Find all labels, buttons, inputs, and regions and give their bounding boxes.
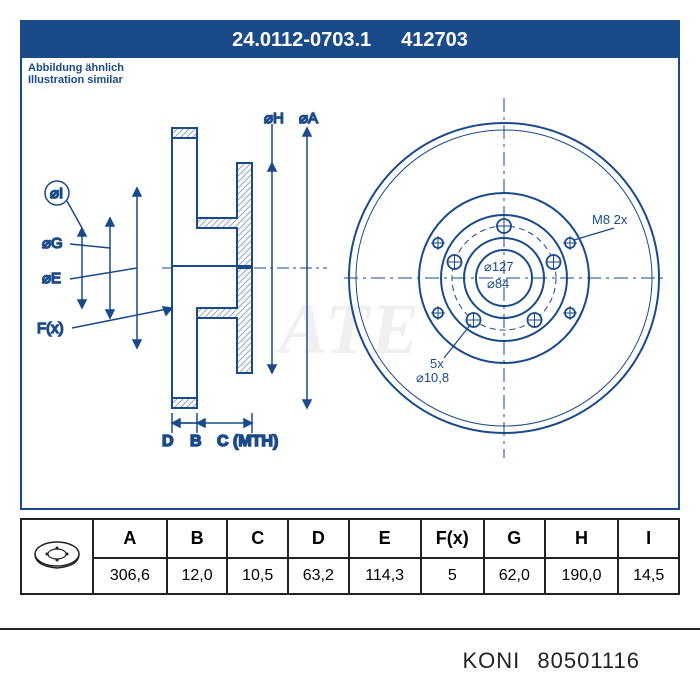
footer-brand: KONI <box>462 648 520 673</box>
face-bolt-dia: ⌀10,8 <box>416 370 449 385</box>
dim-diaI: ⌀I <box>50 185 63 202</box>
disc-face-view: ⌀127 ⌀84 M8 2x 5x ⌀10,8 <box>334 68 674 488</box>
col-Fx: F(x) <box>421 519 484 558</box>
disc-icon <box>29 526 85 582</box>
col-I: I <box>618 519 679 558</box>
diagram-frame: 24.0112-0703.1 412703 Abbildung ähnlich … <box>20 20 680 510</box>
face-dia84: ⌀84 <box>487 276 509 291</box>
spec-icon-cell <box>21 519 93 594</box>
dim-diaE: ⌀E <box>42 270 61 287</box>
face-m8: M8 2x <box>592 212 628 227</box>
val-B: 12,0 <box>167 558 228 594</box>
part-number-1: 24.0112-0703.1 <box>232 29 371 52</box>
val-A: 306,6 <box>93 558 167 594</box>
dim-diaH: ⌀H <box>264 110 284 127</box>
footer-code: 80501116 <box>537 648 640 673</box>
footer-text: KONI 80501116 <box>462 648 640 674</box>
header-bar: 24.0112-0703.1 412703 <box>22 22 678 58</box>
col-C: C <box>227 519 288 558</box>
dim-diaA: ⌀A <box>299 110 318 127</box>
dim-C: C (MTH) <box>217 433 278 450</box>
col-G: G <box>484 519 545 558</box>
col-A: A <box>93 519 167 558</box>
val-E: 114,3 <box>349 558 421 594</box>
col-D: D <box>288 519 349 558</box>
face-5x: 5x <box>430 356 444 371</box>
spec-value-row: 306,6 12,0 10,5 63,2 114,3 5 62,0 190,0 … <box>21 558 679 594</box>
dim-diaG: ⌀G <box>42 235 63 252</box>
val-G: 62,0 <box>484 558 545 594</box>
val-D: 63,2 <box>288 558 349 594</box>
dim-D: D <box>162 433 174 450</box>
footer-divider <box>0 628 700 630</box>
dim-Fx: F(x) <box>37 320 64 337</box>
col-E: E <box>349 519 421 558</box>
drawing-area: ATE <box>22 58 678 508</box>
part-number-2: 412703 <box>401 29 468 52</box>
col-H: H <box>545 519 619 558</box>
spec-header-row: A B C D E F(x) G H I <box>21 519 679 558</box>
spec-table: A B C D E F(x) G H I 306,6 12,0 10,5 63,… <box>20 518 680 595</box>
cross-section-view: D B C (MTH) ⌀I <box>22 68 332 488</box>
col-B: B <box>167 519 228 558</box>
val-Fx: 5 <box>421 558 484 594</box>
face-dia127: ⌀127 <box>484 259 514 274</box>
val-H: 190,0 <box>545 558 619 594</box>
val-I: 14,5 <box>618 558 679 594</box>
dim-B: B <box>190 433 202 450</box>
val-C: 10,5 <box>227 558 288 594</box>
